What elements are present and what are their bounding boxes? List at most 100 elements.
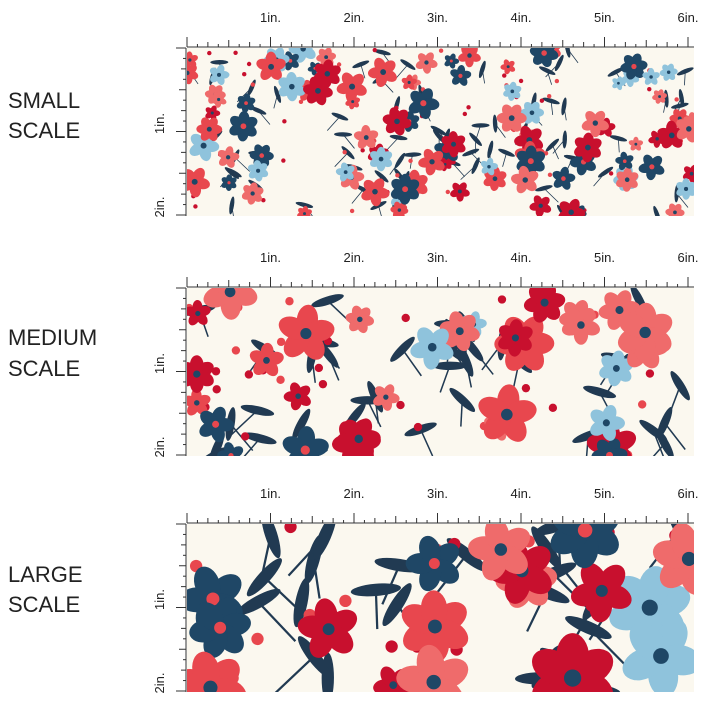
- scale-label: SMALL: [8, 88, 80, 113]
- bud: [211, 367, 221, 376]
- flower-center: [617, 81, 620, 85]
- flower: [478, 384, 537, 442]
- flower-center: [602, 419, 610, 427]
- flower-center: [256, 168, 261, 173]
- scale-label: SCALE: [8, 356, 80, 381]
- flower-center: [639, 326, 651, 339]
- flower: [408, 88, 440, 120]
- flower: [523, 288, 566, 323]
- stem: [274, 655, 315, 692]
- bud: [285, 297, 294, 306]
- ruler-label: 6in.: [678, 10, 699, 25]
- flower-center: [492, 176, 498, 182]
- stem: [385, 137, 399, 152]
- scale-label: LARGE: [8, 562, 83, 587]
- petal: [449, 311, 465, 333]
- stem: [342, 134, 355, 149]
- ruler-label: 5in.: [594, 10, 615, 25]
- bud: [608, 171, 614, 176]
- flower: [382, 107, 412, 136]
- flower: [496, 104, 527, 132]
- flower-center: [653, 648, 669, 664]
- flower-center: [217, 97, 221, 102]
- flower: [196, 117, 223, 141]
- flower-center: [394, 118, 400, 125]
- petal: [187, 72, 193, 85]
- flower: [189, 597, 251, 658]
- stem: [334, 152, 349, 167]
- bud: [281, 158, 286, 163]
- flower-center: [244, 101, 248, 105]
- flower: [529, 48, 559, 68]
- ruler-label: 1in.: [260, 10, 281, 25]
- flower-center: [508, 115, 515, 121]
- flower-center: [300, 445, 310, 455]
- flower-center: [649, 164, 655, 170]
- bud: [250, 82, 256, 87]
- flower: [415, 52, 438, 74]
- flower-center: [426, 674, 441, 690]
- stem: [552, 144, 559, 160]
- flower: [418, 148, 445, 176]
- bud: [413, 422, 423, 432]
- flower-center: [451, 141, 457, 147]
- stem: [327, 353, 340, 381]
- flower: [336, 418, 381, 456]
- bud: [401, 313, 410, 323]
- flower: [370, 146, 393, 172]
- ruler-label: 2in.: [344, 486, 365, 501]
- flower: [659, 63, 678, 81]
- flower: [187, 355, 214, 393]
- stem: [594, 689, 598, 692]
- flower: [519, 101, 545, 124]
- ruler-label: 1in.: [152, 589, 167, 610]
- bud: [647, 86, 652, 92]
- ruler-label: 2in.: [344, 10, 365, 25]
- bud: [318, 379, 328, 389]
- bud: [637, 400, 647, 409]
- flower-center: [383, 394, 389, 400]
- flower: [498, 319, 533, 357]
- bud: [539, 98, 545, 103]
- petal: [351, 305, 364, 321]
- flower-center: [343, 170, 348, 175]
- flower-center: [216, 72, 222, 77]
- flower-center: [655, 137, 659, 141]
- flower-center: [458, 73, 463, 78]
- ruler-label: 2in.: [152, 437, 167, 458]
- flower-center: [322, 623, 335, 636]
- bud: [314, 363, 324, 373]
- bud: [339, 594, 352, 608]
- bud: [251, 632, 264, 646]
- flower-center: [203, 680, 218, 692]
- flower-center: [561, 176, 566, 181]
- flower-center: [380, 69, 387, 75]
- petal: [670, 524, 694, 561]
- petal: [556, 633, 590, 681]
- flower-center: [210, 111, 214, 115]
- bud: [396, 400, 405, 410]
- stem: [669, 385, 681, 413]
- flower-center: [541, 50, 547, 56]
- flower: [550, 524, 620, 569]
- flower: [229, 111, 258, 142]
- stem: [494, 123, 506, 138]
- bud: [342, 150, 347, 155]
- flower-center: [407, 80, 411, 84]
- flower-center: [378, 156, 384, 162]
- stem: [395, 64, 409, 79]
- flower-center: [622, 159, 627, 164]
- petal: [193, 566, 221, 601]
- flower-center: [494, 543, 508, 556]
- flower-center: [420, 100, 427, 107]
- flower-center: [389, 681, 398, 689]
- flower: [283, 382, 311, 411]
- flower: [373, 384, 400, 411]
- petal: [187, 51, 193, 61]
- ruler-label: 2in.: [152, 197, 167, 218]
- flower: [617, 302, 673, 363]
- flower-center: [510, 89, 515, 94]
- flower-center: [457, 189, 462, 194]
- bud: [336, 62, 342, 67]
- petal: [608, 447, 628, 456]
